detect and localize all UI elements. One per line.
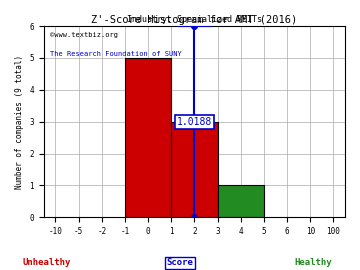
Bar (217, 185, 264, 217)
Title: Z'-Score Histogram for AMT (2016): Z'-Score Histogram for AMT (2016) (91, 15, 298, 25)
Text: The Research Foundation of SUNY: The Research Foundation of SUNY (50, 51, 182, 57)
Text: Score: Score (167, 258, 193, 267)
Text: ©www.textbiz.org: ©www.textbiz.org (50, 32, 118, 38)
Bar (125, 58, 171, 217)
Text: Unhealthy: Unhealthy (23, 258, 71, 267)
Bar (171, 122, 217, 217)
Text: Industry: Specialized REITs: Industry: Specialized REITs (127, 15, 262, 24)
Y-axis label: Number of companies (9 total): Number of companies (9 total) (15, 55, 24, 189)
Text: Healthy: Healthy (294, 258, 332, 267)
Text: 1.0188: 1.0188 (177, 117, 212, 127)
